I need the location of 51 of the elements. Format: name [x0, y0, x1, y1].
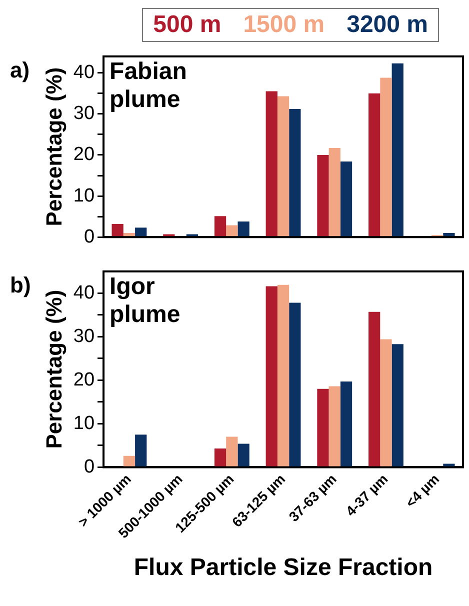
bar	[238, 444, 250, 466]
y-tick-label: 0	[84, 456, 95, 478]
bar	[340, 162, 352, 236]
bar	[317, 388, 329, 466]
bar	[214, 448, 226, 466]
bar	[266, 91, 278, 236]
x-axis-title: Flux Particle Size Fraction	[134, 554, 433, 582]
y-tick-label: 30	[73, 103, 95, 124]
bar	[135, 434, 147, 466]
bar	[392, 344, 404, 466]
x-tick-label: <4 µm	[402, 470, 442, 511]
y-tick-label: 30	[73, 326, 95, 347]
bar	[392, 63, 404, 236]
bar	[238, 222, 250, 236]
bar	[112, 224, 124, 236]
chart-title: a)	[10, 57, 30, 82]
bar	[380, 78, 392, 236]
bar	[380, 339, 392, 466]
y-tick-label: 40	[73, 282, 95, 304]
chart-title: b)	[10, 272, 31, 298]
bar	[368, 312, 380, 466]
y-axis-title: Percentage (%)	[41, 290, 66, 449]
y-tick-label: 10	[73, 412, 95, 434]
y-tick-label: 10	[73, 185, 95, 206]
bar	[328, 386, 340, 466]
bar	[226, 436, 238, 466]
bar	[443, 233, 455, 236]
bar	[328, 148, 340, 236]
bar	[289, 302, 301, 466]
annotation: Igor plume	[110, 273, 180, 328]
y-tick-label: 40	[73, 62, 95, 84]
y-tick-label: 20	[73, 369, 95, 390]
annotation: Fabian plume	[110, 58, 187, 114]
bar	[277, 284, 290, 466]
y-tick-label: 20	[73, 144, 95, 166]
bar	[266, 286, 278, 466]
bar	[277, 96, 290, 236]
text: 500 m	[153, 11, 222, 39]
bar	[368, 93, 380, 236]
y-axis-title: Percentage (%)	[41, 67, 66, 226]
bar	[443, 464, 455, 466]
bar	[317, 154, 329, 236]
bar	[289, 108, 301, 236]
text: 1500 m	[243, 11, 325, 39]
bar	[340, 382, 352, 466]
bar	[123, 456, 136, 466]
bar	[226, 225, 238, 236]
bar	[135, 228, 147, 236]
bar	[214, 216, 226, 236]
y-tick-label: 0	[84, 226, 95, 248]
series-label: 3200 m	[346, 11, 428, 39]
